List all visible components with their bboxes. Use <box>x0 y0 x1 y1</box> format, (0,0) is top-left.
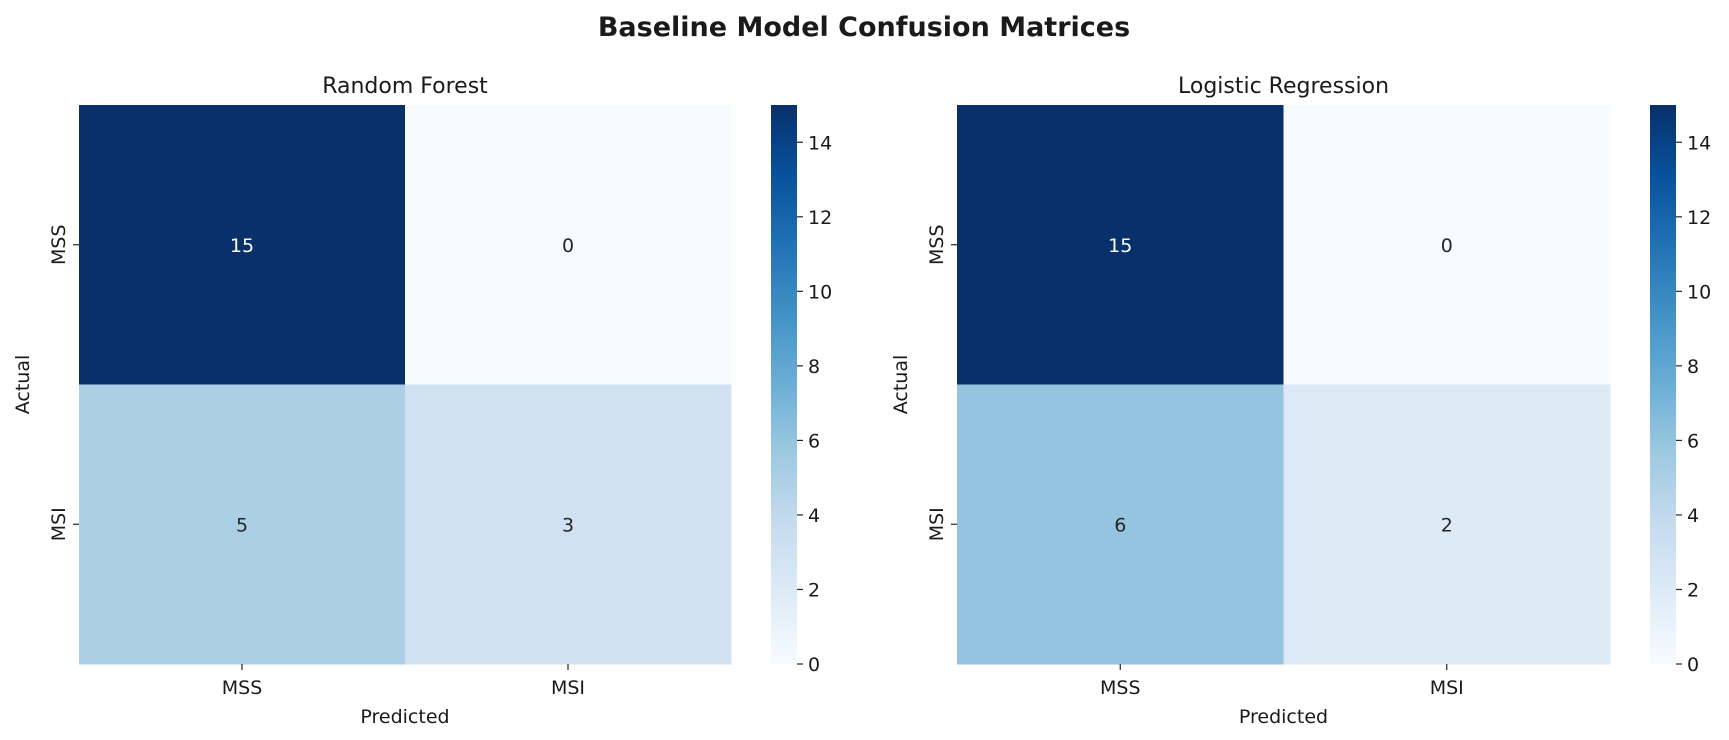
heatmap-cell <box>405 105 732 385</box>
figure-title: Baseline Model Confusion Matrices <box>598 12 1130 43</box>
colorbar-tick-label: 6 <box>1687 430 1699 452</box>
colorbar-tick-label: 10 <box>808 281 832 303</box>
colorbar <box>771 105 797 664</box>
colorbar <box>1650 105 1676 664</box>
panel-title: Random Forest <box>322 74 488 99</box>
colorbar-tick-label: 0 <box>1687 654 1699 676</box>
heatmap-cell <box>1283 105 1611 385</box>
colorbar-tick-label: 0 <box>808 654 820 676</box>
x-tick-label: MSI <box>551 677 585 699</box>
x-axis-label: Predicted <box>1239 706 1328 728</box>
y-tick-label: MSS <box>48 224 70 265</box>
y-tick-label: MSI <box>926 507 948 541</box>
colorbar-tick-label: 6 <box>808 430 820 452</box>
panel-title: Logistic Regression <box>1178 74 1389 99</box>
heatmap-panel-2: Logistic Regression 15 0 6 2 MSS MSI MSS MSI Pred… <box>890 74 1711 728</box>
colorbar-tick-label: 14 <box>1687 132 1711 154</box>
heatmap-cell <box>1283 384 1611 665</box>
cell-value-label: 3 <box>562 514 574 536</box>
x-tick-label: MSS <box>1100 677 1141 699</box>
y-tick-label: MSI <box>48 507 70 541</box>
colorbar-tick-label: 8 <box>1687 356 1699 378</box>
heatmap-cell <box>79 384 406 665</box>
y-axis-label: Actual <box>12 355 34 415</box>
cell-value-label: 5 <box>236 514 248 536</box>
colorbar-tick-label: 14 <box>808 132 832 154</box>
cell-value-label: 6 <box>1114 514 1126 536</box>
x-axis-label: Predicted <box>360 706 449 728</box>
colorbar-tick-label: 12 <box>808 207 832 229</box>
heatmap-cell <box>957 105 1284 385</box>
x-tick-label: MSS <box>222 677 263 699</box>
cell-value-label: 15 <box>230 235 254 257</box>
heatmap-panel-1: Random Forest 15 0 5 3 MSS MSI MSS MSI Predicted A… <box>12 74 832 728</box>
cell-value-label: 0 <box>1441 235 1453 257</box>
colorbar-tick-label: 2 <box>808 579 820 601</box>
y-tick-label: MSS <box>926 224 948 265</box>
y-axis-label: Actual <box>890 355 912 415</box>
cell-value-label: 0 <box>562 235 574 257</box>
heatmap-cell <box>79 105 406 385</box>
colorbar-tick-label: 12 <box>1687 207 1711 229</box>
heatmap-cell <box>957 384 1284 665</box>
cell-value-label: 2 <box>1441 514 1453 536</box>
cell-value-label: 15 <box>1108 235 1132 257</box>
colorbar-tick-label: 4 <box>808 505 820 527</box>
colorbar-tick-label: 10 <box>1687 281 1711 303</box>
heatmap-cell <box>405 384 732 665</box>
colorbar-tick-label: 8 <box>808 356 820 378</box>
x-tick-label: MSI <box>1430 677 1464 699</box>
colorbar-tick-label: 4 <box>1687 505 1699 527</box>
colorbar-tick-label: 2 <box>1687 579 1699 601</box>
